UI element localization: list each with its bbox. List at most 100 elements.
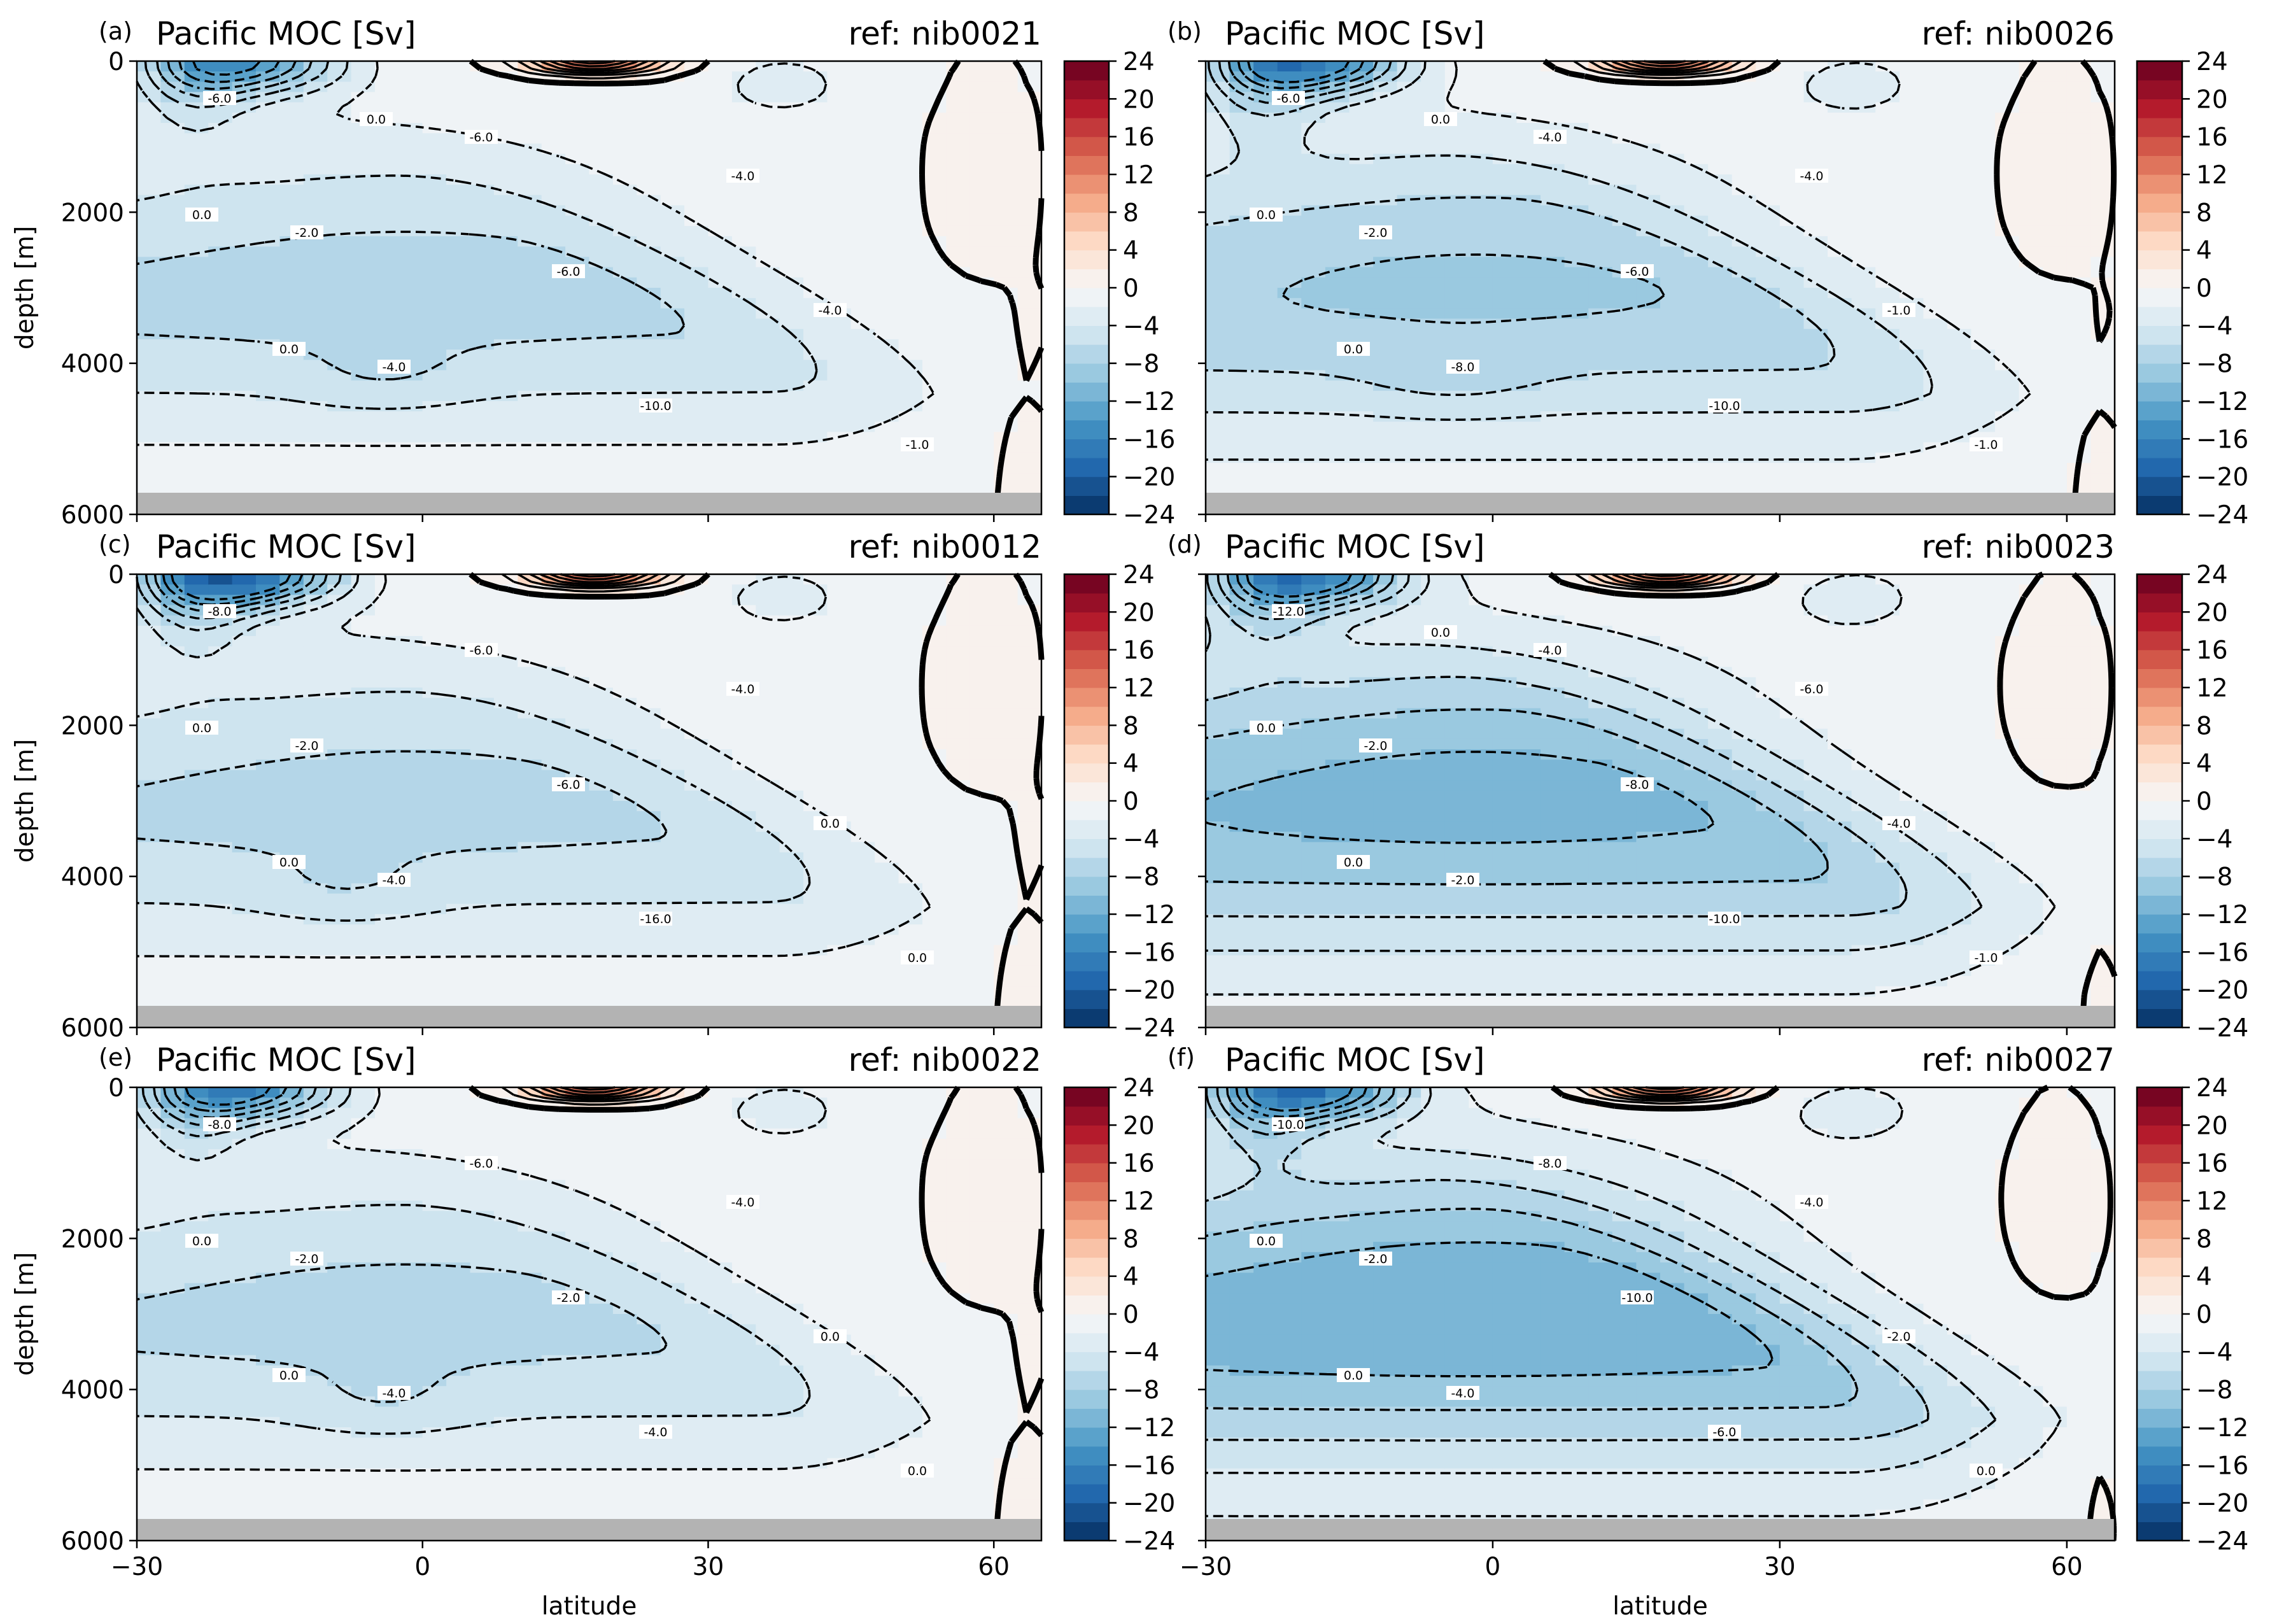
field-cell [1971,195,1996,206]
field-cell [446,863,471,874]
contour-label: -8.0 [1451,360,1474,374]
field-cell [137,215,162,227]
field-cell [208,298,233,309]
field-cell [541,863,566,874]
field-cell [779,903,804,915]
field-cell [1206,339,1230,350]
colorbar-tick-label: −16 [2196,425,2248,454]
field-cell [1017,185,1042,196]
field-cell [660,174,685,185]
field-cell [803,852,828,863]
contour-label: -1.0 [1887,304,1910,318]
field-cell [1301,350,1326,361]
field-cell [184,143,209,155]
field-cell [589,174,614,185]
field-cell [637,646,661,658]
field-cell [875,328,899,340]
field-cell [137,267,162,278]
field-cell [303,288,328,299]
field-cell [612,903,638,915]
field-cell [279,842,304,853]
field-cell [256,123,281,134]
field-cell [1971,463,1996,474]
field-cell [1373,246,1398,258]
field-cell [1421,215,1446,227]
field-cell [518,81,542,93]
field-cell [1253,185,1278,196]
field-cell [422,677,447,688]
field-cell [1516,298,1541,309]
field-cell [803,728,828,740]
field-cell [1349,328,1374,340]
field-cell [1756,133,1780,145]
field-cell [303,463,328,474]
field-cell [2019,185,2044,196]
contour-line [540,60,648,73]
field-cell [1875,442,1900,453]
field-cell [1277,246,1302,258]
field-cell [898,595,923,606]
field-cell [660,667,685,678]
field-cell [160,463,185,474]
field-cell [1492,174,1518,185]
field-cell [589,380,614,392]
field-cell [160,432,185,443]
field-cell [1828,452,1852,463]
field-cell [2043,360,2068,371]
field-cell [1971,288,1996,299]
field-cell [875,123,899,134]
plot-title: Pacific MOC [Sv] [156,15,416,52]
field-cell [803,174,828,185]
field-cell [1731,421,1757,433]
field-cell [1875,81,1900,93]
field-cell [731,185,757,196]
field-cell [1492,205,1518,216]
colorbar-tick-label: 8 [2196,199,2212,227]
field-cell [1588,215,1613,227]
field-cell [589,236,614,248]
field-cell [1492,463,1518,474]
field-cell [660,380,685,392]
field-cell [493,615,519,626]
field-cell [827,350,852,361]
colorbar-tick-label: 20 [2196,85,2228,114]
field-cell [1708,360,1733,371]
field-cell [1277,267,1302,278]
field-cell [1899,411,1924,423]
field-cell [518,277,542,288]
field-cell [446,965,471,977]
field-cell [1851,463,1876,474]
contour-label-bg [203,91,236,105]
field-cell [660,935,685,946]
field-cell [541,401,566,412]
field-cell [327,236,352,248]
field-cell [470,873,495,884]
field-cell [1325,298,1350,309]
field-cell [541,708,566,719]
field-cell [2066,246,2092,258]
field-cell [232,935,257,946]
colorbar-tick-label: 0 [2196,274,2212,303]
field-cell [279,636,304,647]
field-cell [827,863,852,874]
field-cell [1516,102,1541,113]
field-cell [1684,350,1709,361]
field-cell [541,246,566,258]
field-cell [731,350,757,361]
field-cell [279,92,304,103]
field-cell [1277,123,1302,134]
field-cell [756,195,780,206]
field-cell [1564,328,1590,340]
field-cell [898,401,923,412]
field-cell [327,996,352,1008]
field-cell [1516,143,1541,155]
field-cell [279,411,304,423]
field-cell [1756,421,1780,433]
field-cell [875,688,899,698]
field-cell [637,339,661,350]
field-cell [660,421,685,433]
contour-label-layer: -6.0-2.0-4.0-6.0-6.0-10.0-4.0-4.0-1.00.0… [185,91,934,452]
field-cell [875,185,899,196]
field-cell [351,595,376,606]
field-cell [1206,350,1230,361]
